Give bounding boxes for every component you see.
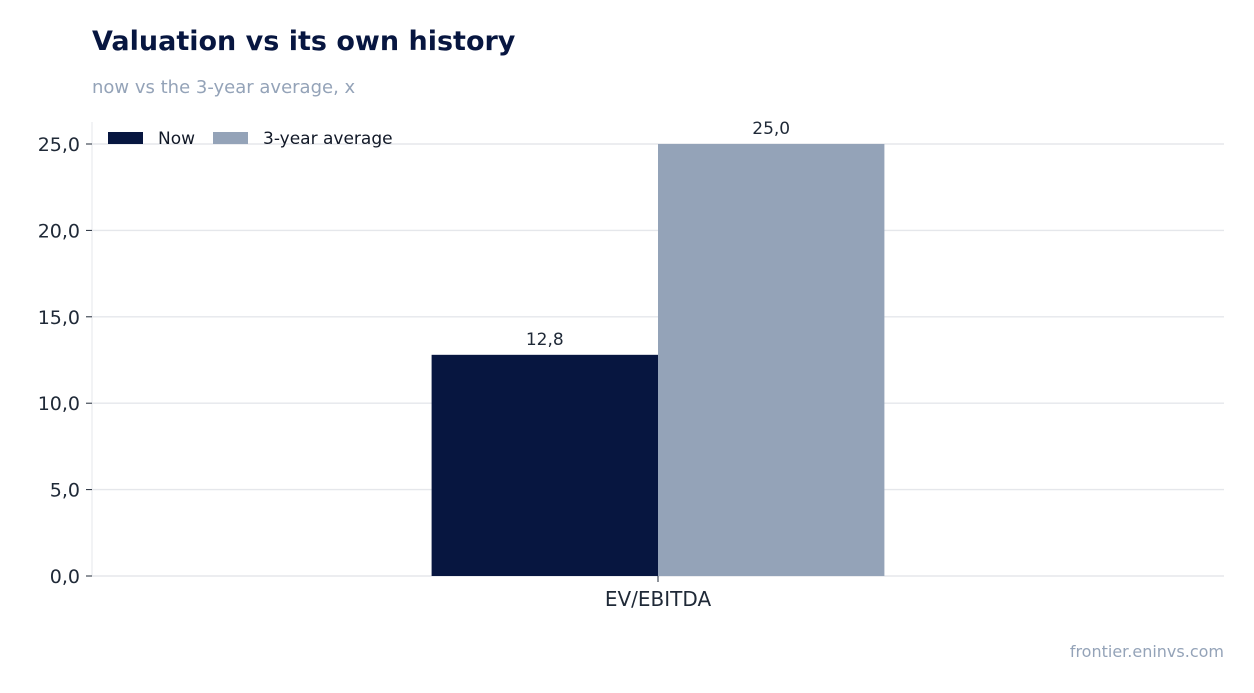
y-tick-label: 15,0: [38, 307, 80, 329]
y-tick-label: 20,0: [38, 220, 80, 242]
legend: Now 3-year average: [108, 129, 393, 149]
legend-label: 3-year average: [263, 129, 393, 149]
y-tick-label: 5,0: [50, 480, 80, 502]
y-tick-label: 0,0: [50, 566, 80, 588]
chart-subtitle: now vs the 3-year average, x: [92, 77, 356, 98]
x-axis: EV/EBITDA: [605, 576, 712, 611]
chart-title: Valuation vs its own history: [92, 26, 516, 57]
legend-label: Now: [158, 129, 195, 149]
legend-swatch: [213, 132, 248, 144]
x-tick-label: EV/EBITDA: [605, 587, 712, 611]
bar: [431, 354, 658, 576]
legend-swatch: [108, 132, 143, 144]
bars: 12,8 25,0: [431, 119, 885, 576]
data-label: 25,0: [752, 119, 790, 139]
y-axis: 0,0 5,0 10,0 15,0 20,0 25,0: [38, 122, 93, 588]
bar: [658, 144, 885, 576]
data-label: 12,8: [526, 330, 564, 350]
y-tick-label: 25,0: [38, 134, 80, 156]
source-credit: frontier.eninvs.com: [1069, 642, 1224, 661]
y-tick-label: 10,0: [38, 393, 80, 415]
